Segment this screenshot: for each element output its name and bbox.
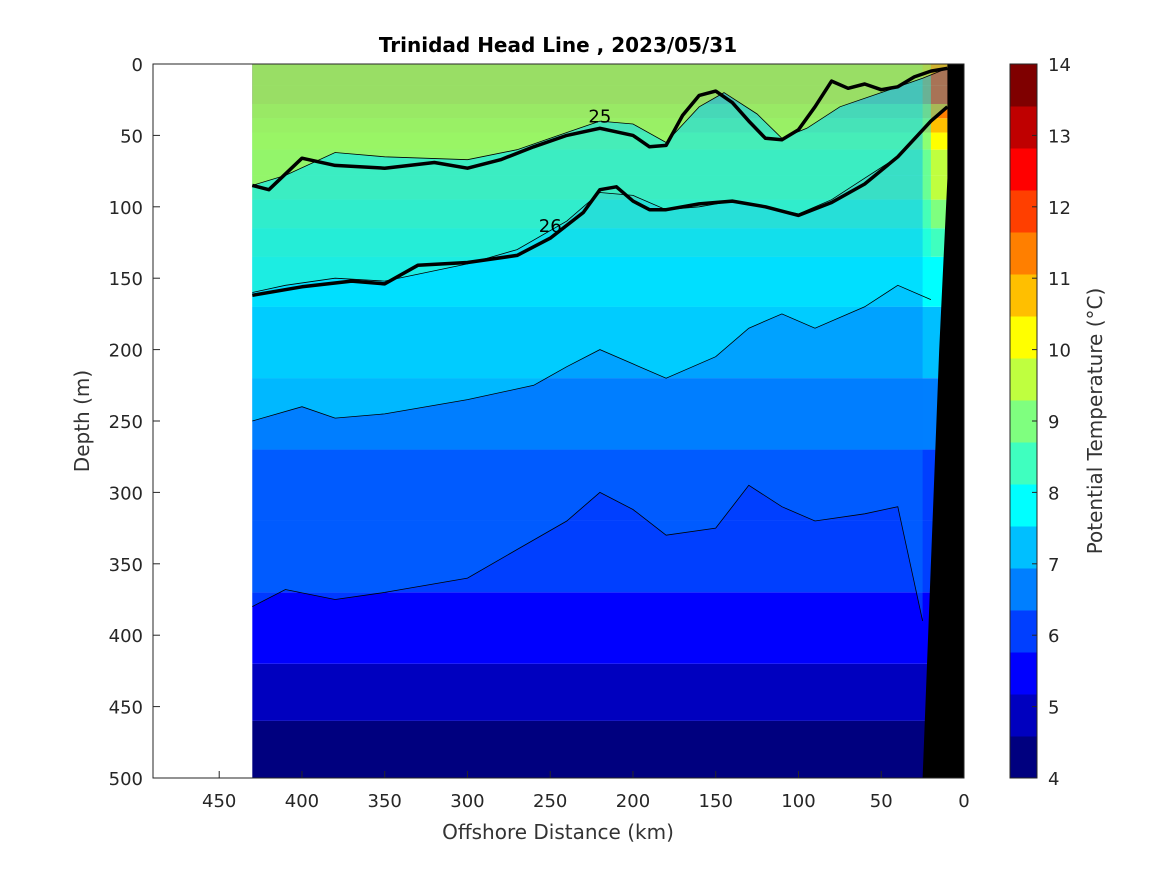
colorbar-swatch-4 — [1010, 568, 1037, 611]
isotherm-fill-1 — [252, 64, 931, 421]
temperature-field — [251, 64, 949, 778]
isotherm-fill-0 — [252, 64, 923, 621]
colorbar-swatch-5 — [1010, 526, 1037, 569]
x-tick-label-400: 400 — [285, 791, 319, 812]
colorbar-tick-label-12: 12 — [1048, 198, 1071, 219]
y-tick-label-250: 250 — [109, 412, 143, 433]
colorbar-swatch-16 — [1010, 64, 1037, 107]
temp-band-4 — [252, 449, 948, 521]
colorbar-swatch-7 — [1010, 442, 1037, 485]
colorbar-swatch-10 — [1010, 316, 1037, 359]
density-contour-label-25: 25 — [588, 106, 611, 127]
isotherm-line-1 — [252, 284, 932, 422]
bathymetry — [922, 64, 964, 778]
colorbar-label: Potential Temperature (°C) — [1083, 288, 1107, 555]
density-contour-26 — [252, 105, 949, 298]
colorbar-swatch-14 — [1010, 148, 1037, 191]
x-tick-label-150: 150 — [699, 791, 733, 812]
colorbar-tick-label-14: 14 — [1048, 55, 1071, 76]
x-tick-label-50: 50 — [870, 791, 893, 812]
y-tick-label-400: 400 — [109, 626, 143, 647]
temp-band-2 — [252, 592, 948, 664]
temp-band-12 — [252, 132, 948, 150]
x-axis: 450 400 350 300 250 200 150 100 50 0 — [202, 771, 970, 812]
y-tick-label-350: 350 — [109, 555, 143, 576]
temp-band-10 — [252, 175, 948, 200]
x-tick-label-200: 200 — [616, 791, 650, 812]
y-tick-label-0: 0 — [132, 55, 143, 76]
colorbar-swatch-15 — [1010, 106, 1037, 149]
y-tick-label-50: 50 — [120, 126, 143, 147]
colorbar-tick-label-13: 13 — [1048, 126, 1071, 147]
x-tick-label-300: 300 — [450, 791, 484, 812]
temp-band-6 — [252, 306, 948, 379]
temp-band-16 — [252, 64, 948, 86]
colorbar-tick-label-8: 8 — [1048, 483, 1059, 504]
y-tick-label-100: 100 — [109, 198, 143, 219]
temp-band-1 — [252, 663, 948, 721]
colorbar-tick-label-7: 7 — [1048, 555, 1059, 576]
y-tick-label-500: 500 — [109, 769, 143, 790]
isotherm-fill-2 — [252, 64, 948, 293]
temp-band-9 — [252, 199, 948, 229]
x-tick-label-100: 100 — [781, 791, 815, 812]
temp-band-5 — [252, 378, 948, 450]
colorbar-swatch-1 — [1010, 694, 1037, 737]
temp-band-8 — [252, 228, 948, 257]
x-tick-label-250: 250 — [533, 791, 567, 812]
temp-band-15 — [252, 85, 948, 104]
chart-title: Trinidad Head Line , 2023/05/31 — [379, 33, 737, 57]
temp-band-11 — [252, 149, 948, 176]
x-tick-label-450: 450 — [202, 791, 236, 812]
density-contour-25 — [251, 66, 948, 192]
colorbar-swatch-2 — [1010, 652, 1037, 695]
temp-band-3 — [252, 520, 948, 593]
colorbar-swatch-9 — [1010, 358, 1037, 401]
y-tick-label-150: 150 — [109, 269, 143, 290]
x-tick-label-350: 350 — [368, 791, 402, 812]
temp-band-14 — [252, 103, 948, 119]
y-tick-label-450: 450 — [109, 698, 143, 719]
temp-band-13 — [252, 118, 948, 133]
y-tick-label-300: 300 — [109, 483, 143, 504]
colorbar-tick-label-6: 6 — [1048, 626, 1059, 647]
colorbar-tick-label-4: 4 — [1048, 769, 1059, 790]
x-tick-label-0: 0 — [958, 791, 969, 812]
colorbar-swatch-12 — [1010, 232, 1037, 275]
y-axis: 0 50 100 150 200 250 300 350 400 450 500 — [109, 55, 160, 790]
colorbar-swatch-13 — [1010, 190, 1037, 233]
density-contour-label-26: 26 — [539, 216, 562, 237]
colorbar: 4 5 6 7 8 9 10 11 12 13 14 — [1009, 55, 1071, 790]
colorbar-swatch-3 — [1010, 610, 1037, 653]
isotherm-line-0 — [252, 484, 923, 621]
colorbar-tick-label-9: 9 — [1048, 412, 1059, 433]
colorbar-tick-label-11: 11 — [1048, 269, 1071, 290]
colorbar-swatch-11 — [1010, 274, 1037, 317]
isotherm-fill-3 — [252, 64, 948, 186]
colorbar-swatch-6 — [1010, 484, 1037, 527]
temp-band-0 — [252, 720, 948, 778]
colorbar-swatch-0 — [1010, 736, 1037, 779]
y-tick-label-200: 200 — [109, 341, 143, 362]
plot-area: 25 26 — [152, 63, 965, 779]
y-axis-label: Depth (m) — [70, 370, 94, 472]
colorbar-tick-label-5: 5 — [1048, 698, 1059, 719]
x-axis-label: Offshore Distance (km) — [442, 820, 674, 844]
colorbar-tick-label-10: 10 — [1048, 341, 1071, 362]
